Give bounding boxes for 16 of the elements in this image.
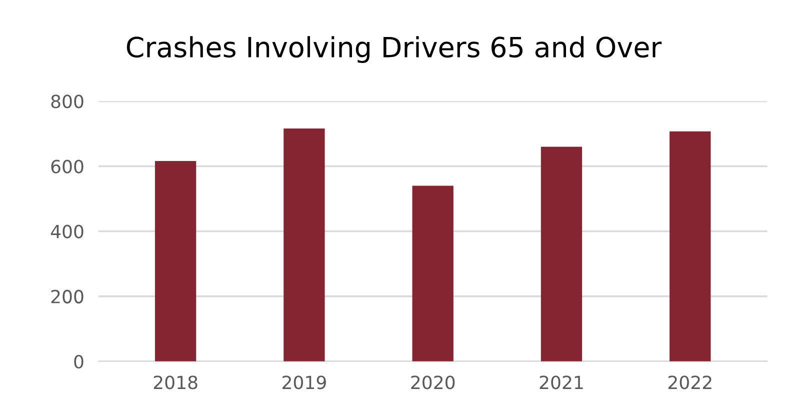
y-tick-label: 0: [74, 354, 84, 368]
bar: [412, 186, 454, 362]
x-tick-label: 2021: [540, 376, 583, 390]
x-tick-label: 2022: [668, 376, 712, 390]
x-tick-label: 2019: [282, 376, 326, 390]
bar: [284, 128, 325, 362]
x-tick-label: 2020: [411, 376, 455, 390]
bar: [670, 131, 711, 362]
y-tick-label: 200: [51, 290, 84, 304]
bar: [540, 146, 582, 362]
bar: [154, 161, 196, 362]
x-tick-label: 2018: [154, 376, 198, 390]
y-tick-label: 400: [50, 224, 84, 238]
y-tick-label: 800: [51, 94, 84, 108]
y-tick-label: 600: [51, 160, 84, 174]
chart-title: Crashes Involving Drivers 65 and Over: [126, 36, 662, 63]
